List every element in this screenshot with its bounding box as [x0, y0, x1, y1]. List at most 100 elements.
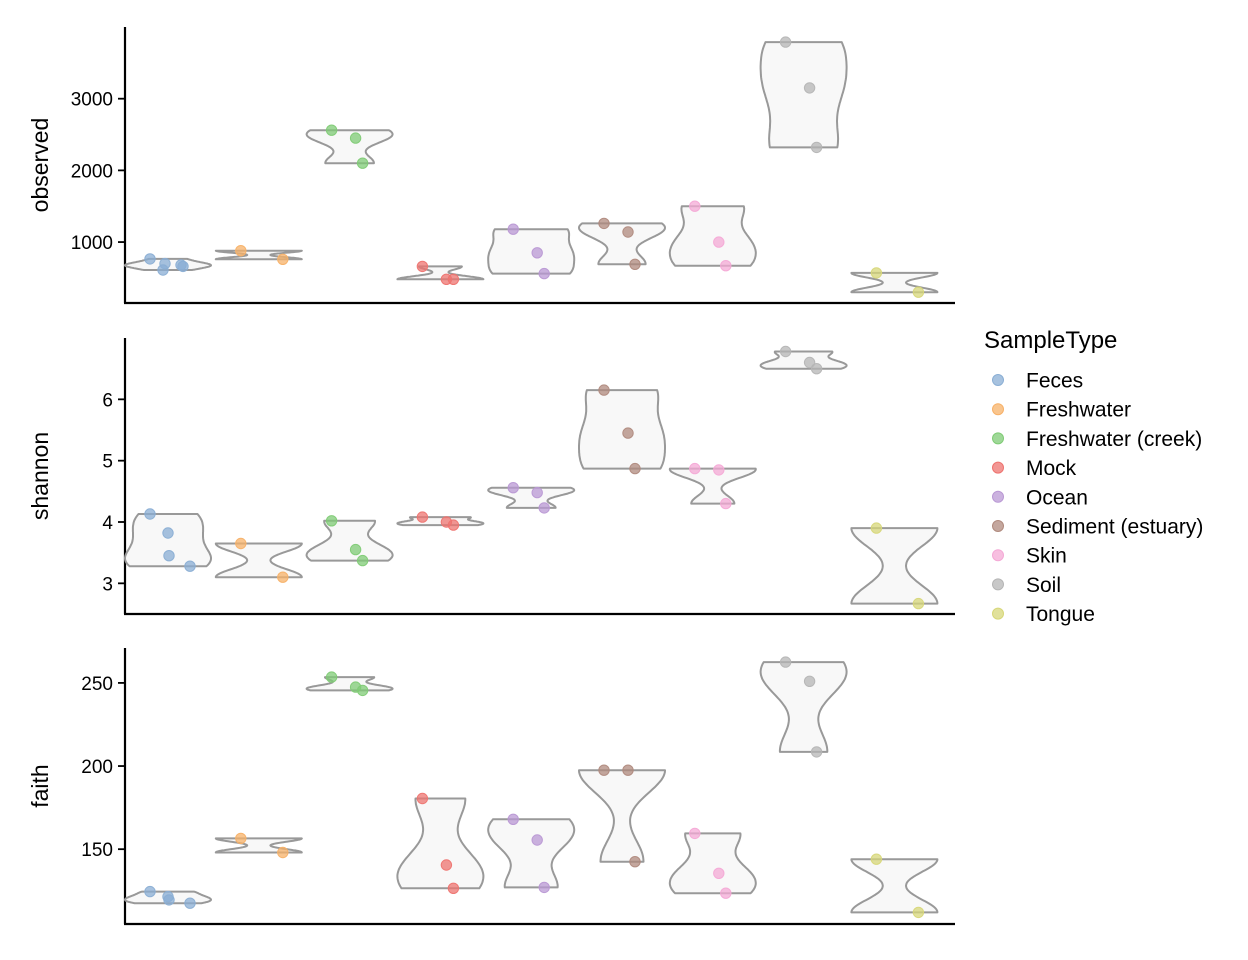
violin-ocean [487, 228, 576, 275]
point-skin [713, 464, 725, 476]
legend-label: Ocean [1026, 486, 1088, 509]
point-soil [779, 656, 792, 668]
point-skin [720, 260, 732, 272]
legend-label: Soil [1026, 574, 1061, 597]
y-axis-label: observed [27, 118, 53, 213]
legend-item-freshwater-creek: Freshwater (creek) [992, 428, 1202, 451]
point-tongue [870, 267, 883, 279]
point-feces [162, 527, 174, 539]
point-freshwater [235, 537, 247, 550]
legend-item-skin: Skin [992, 545, 1067, 568]
point-skin [720, 497, 732, 510]
legend-label: Sediment (estuary) [1026, 516, 1203, 539]
point-freshwater [235, 245, 247, 257]
legend-item-ocean: Ocean [992, 486, 1088, 509]
legend-item-freshwater: Freshwater [992, 399, 1131, 422]
point-mock [416, 792, 429, 805]
legend-title: SampleType [984, 327, 1117, 354]
point-soil [810, 141, 823, 154]
point-sediment-estuary [598, 217, 610, 230]
point-sediment-estuary [629, 258, 641, 270]
panel-observed: 1000 2000 3000 observed [27, 27, 955, 305]
y-tick-label: 3 [102, 574, 113, 595]
point-sediment-estuary [622, 427, 634, 439]
point-mock [440, 859, 453, 871]
point-feces [184, 897, 196, 909]
point-sediment-estuary [622, 226, 634, 238]
point-soil [810, 363, 823, 375]
legend-key [992, 374, 1004, 386]
point-freshwater-creek [356, 157, 369, 169]
violin-ocean [487, 818, 576, 889]
violin-feces [124, 513, 212, 568]
violin-freshwater [214, 542, 303, 579]
point-sediment-estuary [598, 764, 610, 776]
panel-shannon: 3 4 5 6 shannon [27, 338, 955, 616]
violin-mock [396, 797, 485, 890]
y-axis-label: faith [27, 764, 53, 807]
legend-key [992, 607, 1004, 620]
legend-items: Feces Freshwater Freshwater (creek) Mock Oce… [992, 370, 1203, 626]
point-freshwater-creek [356, 684, 369, 697]
y-axis-label: shannon [27, 432, 53, 520]
point-freshwater-creek [349, 132, 362, 144]
point-ocean [507, 482, 519, 494]
violin-sediment-estuary [578, 389, 666, 470]
y-tick-label: 200 [81, 757, 113, 778]
point-soil [810, 746, 823, 758]
legend: SampleType Feces Freshwater Freshwater (cr… [984, 327, 1203, 626]
point-freshwater-creek [349, 543, 362, 556]
legend-key [992, 520, 1004, 532]
point-mock [416, 260, 429, 273]
legend-label: Mock [1026, 457, 1077, 480]
legend-key [992, 461, 1004, 474]
point-feces [144, 508, 156, 520]
point-mock [416, 511, 429, 523]
violin-skin [668, 832, 757, 895]
point-skin [689, 200, 701, 212]
violin-soil [759, 350, 848, 370]
violin-skin [668, 467, 757, 505]
point-feces [184, 560, 196, 572]
legend-label: Freshwater (creek) [1026, 428, 1202, 451]
point-tongue [912, 286, 925, 298]
point-soil [803, 82, 816, 94]
point-soil [779, 345, 792, 358]
panel-faith: 150 200 250 faith [27, 648, 955, 926]
violin-mock [396, 265, 485, 281]
point-ocean [531, 247, 543, 259]
y-tick-label: 6 [102, 390, 113, 411]
point-tongue [912, 597, 925, 610]
legend-key [992, 549, 1004, 562]
legend-item-mock: Mock [992, 457, 1077, 480]
point-mock [447, 519, 460, 531]
point-sediment-estuary [629, 462, 641, 475]
violin-freshwater-creek [305, 676, 394, 692]
point-tongue [912, 906, 925, 919]
point-ocean [538, 502, 550, 514]
violin-tongue [850, 271, 939, 294]
point-freshwater-creek [356, 554, 369, 567]
violin-soil [759, 661, 848, 753]
violin-tongue [850, 527, 939, 605]
point-tongue [870, 522, 883, 534]
legend-item-feces: Feces [992, 370, 1083, 393]
point-freshwater-creek [325, 671, 338, 683]
point-feces [157, 264, 169, 276]
point-sediment-estuary [622, 764, 634, 776]
y-tick-label: 250 [81, 674, 113, 695]
legend-item-sediment-estuary: Sediment (estuary) [992, 516, 1203, 539]
y-tick-label: 3000 [71, 90, 113, 111]
point-skin [689, 462, 701, 475]
point-ocean [531, 834, 543, 846]
legend-key [992, 490, 1004, 503]
violin-freshwater [214, 249, 303, 261]
violin-sediment-estuary [578, 222, 666, 266]
point-feces [163, 550, 175, 562]
y-tick-label: 5 [102, 452, 113, 473]
point-freshwater [235, 832, 247, 845]
point-freshwater [277, 846, 289, 859]
violin-soil [759, 41, 848, 149]
point-freshwater-creek [325, 124, 338, 136]
point-freshwater [277, 253, 289, 265]
